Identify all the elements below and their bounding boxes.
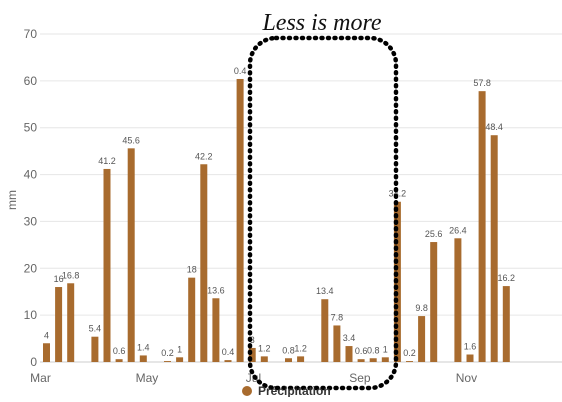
- data-label: 0.2: [403, 348, 416, 358]
- bar[interactable]: [297, 356, 305, 362]
- data-label: 0.6: [355, 346, 368, 356]
- data-label: 0.6: [113, 346, 126, 356]
- data-label: 1.6: [464, 342, 477, 352]
- annotation-text: Less is more: [261, 10, 381, 36]
- bar[interactable]: [212, 298, 220, 362]
- bar[interactable]: [321, 299, 329, 362]
- data-label: 0.8: [282, 345, 295, 355]
- bar[interactable]: [430, 242, 438, 362]
- bar[interactable]: [333, 325, 341, 362]
- bar[interactable]: [67, 283, 75, 362]
- data-label: 57.8: [473, 78, 491, 88]
- bar[interactable]: [502, 286, 510, 362]
- data-label: 1.2: [258, 343, 271, 353]
- x-tick-label: Nov: [456, 371, 477, 385]
- bar[interactable]: [357, 359, 365, 362]
- data-label: 4: [44, 330, 49, 340]
- bar[interactable]: [345, 346, 353, 362]
- bar[interactable]: [454, 238, 462, 362]
- data-label: 25.6: [425, 229, 443, 239]
- data-label: 1.2: [294, 343, 307, 353]
- bar[interactable]: [260, 356, 268, 362]
- data-label: 42.2: [195, 151, 213, 161]
- data-label: 13.6: [207, 285, 225, 295]
- data-label: 16: [54, 274, 64, 284]
- bar[interactable]: [103, 168, 111, 362]
- data-label: 34.2: [389, 189, 407, 199]
- bars: [43, 78, 510, 363]
- bar[interactable]: [406, 361, 413, 362]
- legend-label: Précipitation: [258, 384, 331, 397]
- data-label: 16.2: [498, 273, 516, 283]
- data-label: 3: [250, 335, 255, 345]
- legend[interactable]: Précipitation: [242, 384, 331, 398]
- x-tick-label: Sep: [349, 371, 371, 385]
- data-label: 1.4: [137, 342, 150, 352]
- data-label: 1: [383, 344, 388, 354]
- data-label: 3.4: [343, 333, 356, 343]
- bar[interactable]: [200, 164, 208, 362]
- data-label: 9.8: [415, 303, 428, 313]
- y-tick-label: 70: [24, 27, 38, 41]
- data-label: 7.8: [331, 312, 344, 322]
- data-label: 45.6: [122, 135, 140, 145]
- data-label: 0.8: [367, 345, 380, 355]
- legend-marker: [242, 386, 252, 396]
- data-label: 26.4: [449, 225, 467, 235]
- bar[interactable]: [466, 354, 474, 362]
- data-label: 0.4: [222, 347, 235, 357]
- y-tick-label: 10: [24, 308, 38, 322]
- bar[interactable]: [55, 287, 63, 362]
- bar[interactable]: [91, 336, 99, 362]
- data-label: 0.4: [234, 66, 247, 76]
- bar[interactable]: [43, 343, 50, 362]
- bar[interactable]: [418, 316, 426, 362]
- y-axis-title: mm: [5, 190, 19, 210]
- y-tick-label: 60: [24, 74, 38, 88]
- bar[interactable]: [285, 358, 292, 362]
- data-label: 16.8: [62, 270, 80, 280]
- x-tick-label: May: [136, 371, 159, 385]
- bar[interactable]: [139, 355, 147, 362]
- bar[interactable]: [248, 347, 256, 362]
- data-label: 5.4: [89, 324, 102, 334]
- data-label: 18: [187, 265, 197, 275]
- bar[interactable]: [188, 277, 196, 362]
- bar[interactable]: [490, 135, 498, 362]
- bar[interactable]: [127, 148, 135, 362]
- bar[interactable]: [236, 78, 244, 363]
- y-axis-ticks: 0 10 20 30 40 50 60 70: [24, 27, 38, 369]
- gridlines: [40, 33, 562, 363]
- bar[interactable]: [115, 359, 123, 362]
- y-tick-label: 40: [24, 168, 38, 182]
- bar[interactable]: [369, 358, 377, 362]
- annotation-highlight-box: [247, 35, 399, 391]
- data-label: 48.4: [485, 122, 503, 132]
- bar[interactable]: [176, 357, 184, 362]
- data-label: 0.2: [161, 348, 174, 358]
- x-tick-label: Mar: [30, 371, 51, 385]
- bar[interactable]: [224, 360, 232, 362]
- bar[interactable]: [478, 91, 486, 362]
- bar[interactable]: [164, 361, 171, 362]
- y-tick-label: 50: [24, 121, 38, 135]
- bar[interactable]: [381, 357, 389, 362]
- y-tick-label: 30: [24, 214, 38, 228]
- data-label: 1: [177, 344, 182, 354]
- data-label: 41.2: [98, 156, 116, 166]
- data-label: 13.4: [316, 286, 334, 296]
- y-tick-label: 0: [30, 355, 37, 369]
- y-tick-label: 20: [24, 261, 38, 275]
